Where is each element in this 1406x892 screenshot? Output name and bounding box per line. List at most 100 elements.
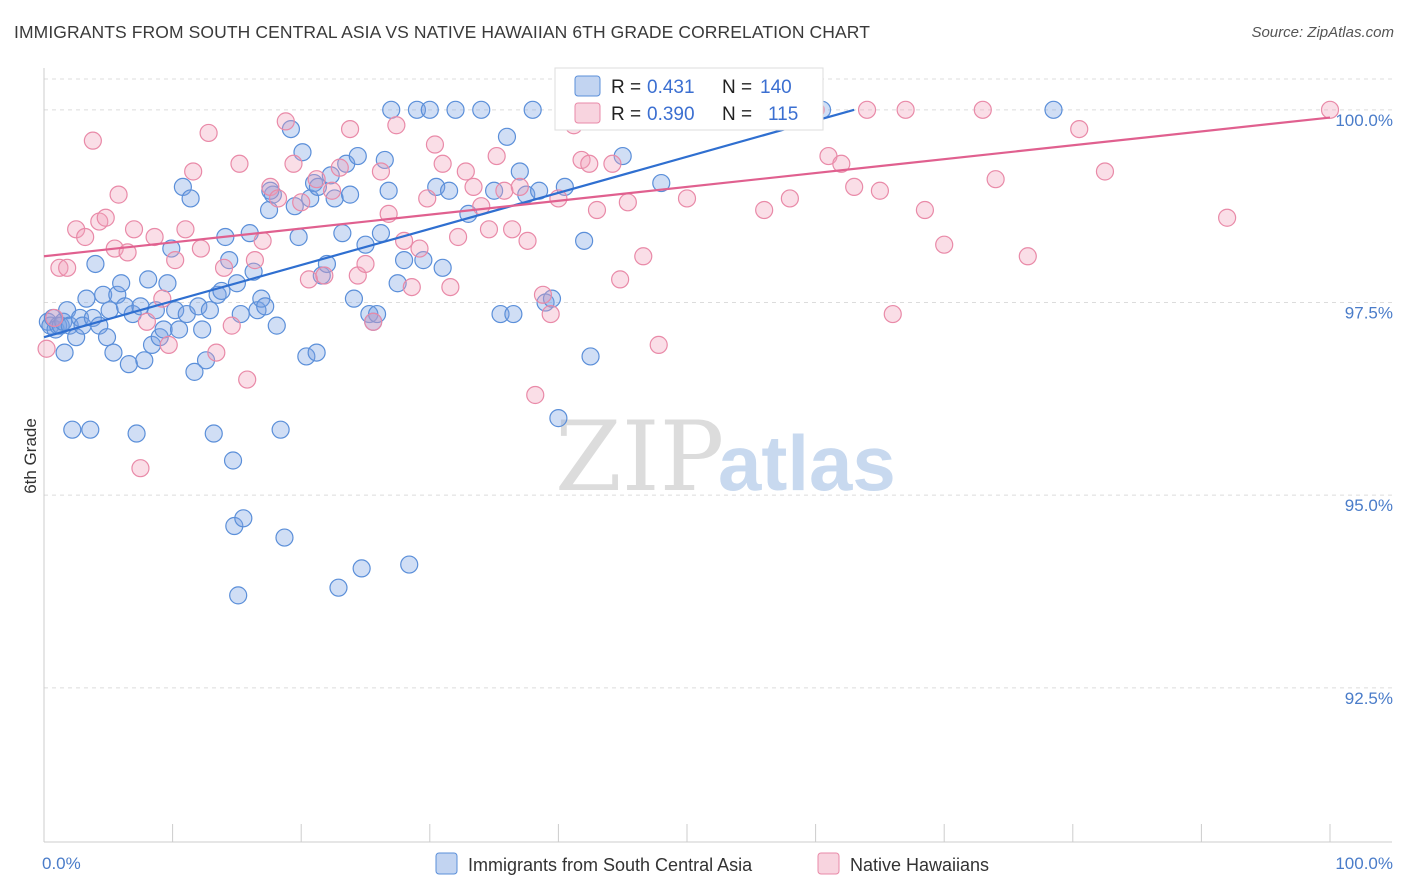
series-0-point-22 xyxy=(104,343,123,362)
series-1-point-19 xyxy=(176,220,195,239)
series-0-point-60 xyxy=(244,262,263,281)
series-0-point-30 xyxy=(135,351,154,370)
series-0-point-102 xyxy=(414,251,433,270)
series-0-point-83 xyxy=(329,578,348,597)
series-1-point-54 xyxy=(448,227,468,247)
series-1-point-102 xyxy=(1218,208,1237,227)
series-0-point-39 xyxy=(169,320,189,339)
series-1-point-75 xyxy=(611,270,630,289)
series-0-point-110 xyxy=(485,181,504,200)
series-0-point-36 xyxy=(158,274,177,293)
series-1-point-6 xyxy=(83,131,102,150)
x-tick-label-1: 100.0% xyxy=(1335,854,1393,873)
series-1-point-27 xyxy=(238,370,257,389)
series-1-point-86 xyxy=(780,189,799,208)
watermark-atlas: atlas xyxy=(718,419,896,507)
y-tick-label-1: 95.0% xyxy=(1345,496,1393,515)
series-0-point-98 xyxy=(388,274,407,293)
series-1-point-71 xyxy=(580,154,599,173)
series-1-point-99 xyxy=(1018,247,1037,266)
stats-n-value-blue: 140 xyxy=(760,77,792,98)
series-0-point-72 xyxy=(289,227,308,247)
series-1-point-17 xyxy=(159,335,178,354)
series-1-point-21 xyxy=(191,239,210,258)
series-1-point-33 xyxy=(284,154,303,173)
series-0-point-66 xyxy=(267,316,286,335)
series-0-point-31 xyxy=(139,270,158,289)
series-0-point-109 xyxy=(472,100,491,119)
source-label: Source: ZipAtlas.com xyxy=(1251,24,1394,41)
series-0-point-112 xyxy=(497,127,517,146)
series-0-point-19 xyxy=(94,285,113,304)
stats-n-value-pink: 115 xyxy=(768,104,798,125)
tick-labels: 92.5% 95.0% 97.5% 100.0% 0.0% 100.0% xyxy=(42,111,1393,873)
series-0-point-84 xyxy=(333,224,352,243)
series-1-point-98 xyxy=(986,170,1005,189)
watermark-zip: ZIP xyxy=(555,401,724,513)
series-1-point-80 xyxy=(649,335,668,354)
series-1-point-55 xyxy=(456,162,475,181)
series-1-point-44 xyxy=(371,162,391,181)
series-1-point-59 xyxy=(487,146,506,166)
stats-r-label-blue: R = xyxy=(611,77,641,98)
series-1-point-72 xyxy=(587,200,607,220)
series-0-point-97 xyxy=(382,100,401,119)
series-0-point-131 xyxy=(1044,100,1063,119)
series-1-point-5 xyxy=(76,227,95,247)
y-axis-title: 6th Grade xyxy=(21,418,40,494)
series-1-point-22 xyxy=(199,123,218,143)
series-1-point-18 xyxy=(166,251,185,270)
stats-legend: R = 0.431 N = 140 R = 0.390 N = 115 xyxy=(554,67,824,131)
series-0-point-111 xyxy=(491,304,510,324)
series-1-point-89 xyxy=(832,154,851,173)
series-0-point-124 xyxy=(581,347,600,366)
series-1-point-50 xyxy=(418,189,437,208)
series-1-point-91 xyxy=(857,100,877,119)
legend-swatch-pink xyxy=(817,852,840,875)
series-1-point-66 xyxy=(541,304,560,324)
series-1-point-32 xyxy=(276,112,295,131)
series-0-point-37 xyxy=(162,239,181,258)
series-1-point-28 xyxy=(245,251,265,270)
series-0-point-95 xyxy=(375,150,394,170)
series-1-point-23 xyxy=(207,343,226,362)
stats-r-label-pink: R = xyxy=(611,104,641,125)
trend-lines xyxy=(43,108,1331,339)
series-0-point-45 xyxy=(193,320,212,339)
trend-line-1 xyxy=(43,116,1331,258)
series-1-point-48 xyxy=(402,277,421,297)
series-1-point-97 xyxy=(973,100,992,119)
series-1-point-101 xyxy=(1095,162,1115,181)
series-0-point-17 xyxy=(86,254,105,274)
series-1-point-38 xyxy=(322,181,342,200)
series-0-point-57 xyxy=(234,509,253,528)
series-1-point-46 xyxy=(387,116,406,135)
series-1-point-0 xyxy=(37,339,56,358)
series-0-point-67 xyxy=(271,420,290,439)
series-1-point-95 xyxy=(915,200,935,220)
series-1-point-39 xyxy=(330,158,349,177)
axes xyxy=(43,68,1392,843)
series-1-point-10 xyxy=(109,185,128,204)
series-0-point-77 xyxy=(308,177,328,196)
x-tick-label-0: 0.0% xyxy=(42,854,81,873)
series-0-point-94 xyxy=(371,224,391,243)
chart-title: IMMIGRANTS FROM SOUTH CENTRAL ASIA VS NA… xyxy=(14,22,870,42)
series-1-point-35 xyxy=(299,270,319,289)
series-0-point-7 xyxy=(55,343,74,362)
trend-line-0 xyxy=(43,108,855,339)
y-tick-label-2: 97.5% xyxy=(1345,304,1393,323)
series-1-point-29 xyxy=(253,231,272,250)
stats-r-value-blue: 0.431 xyxy=(647,77,695,98)
series-1-point-96 xyxy=(935,235,954,254)
series-1-point-24 xyxy=(214,258,234,277)
legend-label-pink: Native Hawaiians xyxy=(850,855,989,875)
legend-label-blue: Immigrants from South Central Asia xyxy=(468,855,753,875)
series-0-point-119 xyxy=(542,289,562,308)
series-1-point-64 xyxy=(526,385,545,405)
series-0-point-26 xyxy=(119,355,138,374)
series-1-point-26 xyxy=(230,154,249,173)
series-0-point-114 xyxy=(510,162,529,181)
series-0-point-69 xyxy=(275,528,294,547)
series-1-point-65 xyxy=(533,285,553,304)
